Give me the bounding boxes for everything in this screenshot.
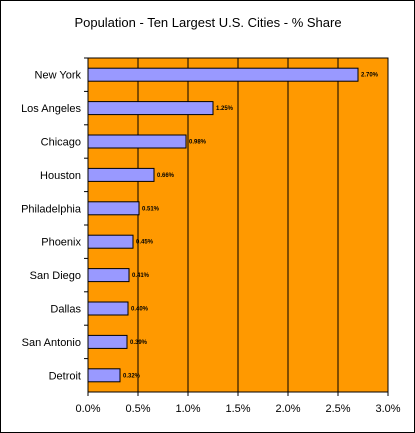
bar: [87, 301, 129, 316]
data-label: 0.39%: [130, 340, 148, 346]
bar: [87, 268, 130, 283]
data-label: 0.66%: [157, 173, 175, 179]
bar: [87, 167, 155, 182]
data-label: 0.51%: [142, 206, 160, 212]
data-label: 0.41%: [132, 273, 150, 279]
category-label: Philadelphia: [21, 203, 82, 215]
bar: [87, 67, 359, 82]
x-tick-label: 2.5%: [325, 403, 350, 415]
x-tick-label: 3.0%: [375, 403, 400, 415]
bar: [87, 134, 187, 149]
category-label: Los Angeles: [21, 103, 81, 115]
bar: [87, 201, 140, 216]
data-label: 0.98%: [189, 140, 207, 146]
data-label: 0.40%: [131, 307, 149, 313]
category-label: New York: [35, 70, 82, 82]
x-tick-label: 0.5%: [125, 403, 150, 415]
x-tick-label: 1.0%: [175, 403, 200, 415]
category-label: Houston: [40, 170, 81, 182]
data-label: 2.70%: [361, 73, 379, 79]
x-axis-ticks: 0.0% 0.5% 1.0% 1.5% 2.0% 2.5% 3.0%: [75, 392, 401, 415]
bar: [87, 234, 134, 249]
data-label: 0.32%: [123, 373, 141, 379]
chart-title: Population - Ten Largest U.S. Cities - %…: [74, 15, 341, 30]
category-label: Dallas: [50, 304, 81, 316]
data-label: 0.45%: [136, 240, 154, 246]
bar: [87, 368, 121, 383]
x-tick-label: 1.5%: [225, 403, 250, 415]
category-labels: New York Los Angeles Chicago Houston Philade…: [21, 57, 88, 382]
category-label: San Antonio: [22, 337, 81, 349]
category-label: Phoenix: [41, 237, 81, 249]
x-tick-label: 0.0%: [75, 403, 100, 415]
x-tick-label: 2.0%: [275, 403, 300, 415]
bars: 2.70% 1.25% 0.98% 0.66% 0.51% 0.45% 0.41% 0.40%…: [87, 67, 379, 383]
bar: [87, 334, 128, 349]
category-label: Detroit: [49, 370, 81, 382]
bar: [87, 101, 214, 116]
data-label: 1.25%: [216, 106, 234, 112]
category-label: Chicago: [41, 137, 81, 149]
category-label: San Diego: [30, 270, 81, 282]
